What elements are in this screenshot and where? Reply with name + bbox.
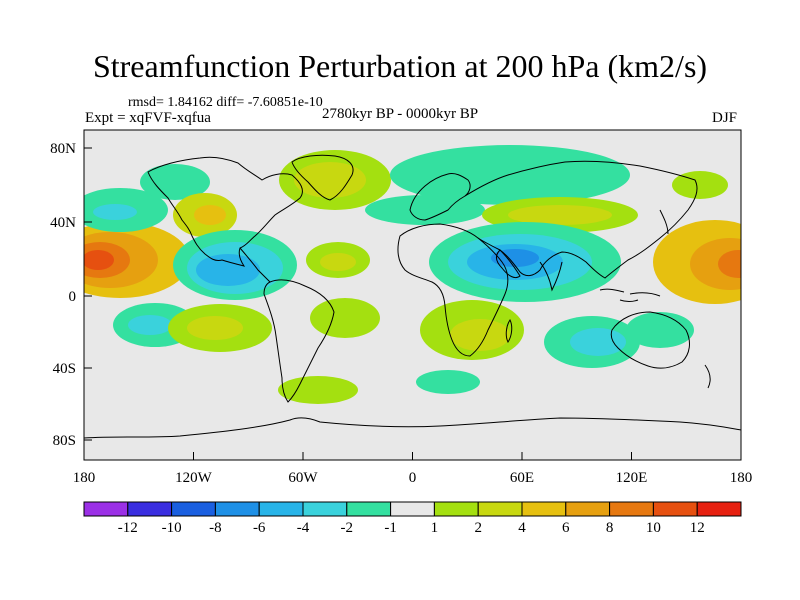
- colorbar-label: -8: [209, 520, 222, 536]
- experiment-label: Expt = xqFVF-xqfua: [85, 110, 211, 126]
- colorbar-label: 1: [431, 520, 439, 536]
- coastline-madagascar: [505, 319, 513, 343]
- lon-tick-label: 120E: [616, 470, 648, 486]
- contour-patch: [626, 312, 694, 348]
- contour-patch: [416, 370, 480, 394]
- lon-tick-label: 0: [409, 470, 417, 486]
- colorbar-label: 4: [518, 520, 526, 536]
- lat-tick-label: 0: [69, 289, 77, 305]
- colorbar-label: 10: [646, 520, 661, 536]
- colorbar-swatch: [390, 501, 435, 517]
- coastline-antarctica: [84, 417, 741, 439]
- contour-patch: [570, 328, 626, 356]
- coastline-asia: [464, 160, 698, 279]
- contour-patch: [390, 145, 630, 205]
- colorbar-swatch: [565, 501, 611, 517]
- contour-patch: [690, 238, 741, 290]
- contour-patch: [128, 315, 172, 335]
- colorbar-swatch: [171, 501, 216, 517]
- colorbar-label: -2: [341, 520, 354, 536]
- period-label: 2780kyr BP - 0000kyr BP: [322, 106, 479, 122]
- coastline-africa: [397, 223, 509, 357]
- colorbar-swatch: [696, 501, 742, 517]
- colorbar-label: -10: [162, 520, 182, 536]
- coastline-japan: [659, 209, 669, 235]
- contour-patch: [508, 205, 612, 225]
- lon-tick-label: 180: [73, 470, 96, 486]
- season-label: DJF: [712, 110, 738, 126]
- coastline-central-america: [239, 247, 271, 283]
- lon-tick-label: 60E: [510, 470, 534, 486]
- contour-patch: [294, 162, 366, 198]
- colorbar-swatch: [302, 501, 348, 517]
- colorbar-swatch: [214, 501, 260, 517]
- plot-title: Streamfunction Perturbation at 200 hPa (…: [92, 48, 708, 84]
- coastline-new-zealand: [704, 364, 711, 389]
- contour-patch: [194, 205, 226, 225]
- contour-patch: [310, 298, 380, 338]
- contour-patch: [450, 319, 510, 351]
- coastline-arabia: [495, 249, 521, 279]
- colorbar-swatch: [609, 501, 654, 517]
- coastline-india: [539, 261, 563, 292]
- colorbar-label: 2: [474, 520, 482, 536]
- lat-tick-label: 80S: [53, 433, 76, 449]
- contour-patch: [196, 254, 260, 286]
- lon-tick-label: 120W: [175, 470, 213, 486]
- contour-patch: [672, 171, 728, 199]
- longitude-axis: 180 120W 60W 0 60E 120E 180: [73, 452, 753, 486]
- contour-patch: [84, 250, 114, 270]
- colorbar-label: 8: [606, 520, 614, 536]
- contour-patch: [140, 164, 210, 200]
- lat-tick-label: 40S: [53, 361, 76, 377]
- colorbar-label: -4: [297, 520, 310, 536]
- colorbar-label: 6: [562, 520, 570, 536]
- colorbar-label: -6: [253, 520, 266, 536]
- lat-tick-label: 80N: [50, 141, 76, 157]
- contour-patch: [93, 204, 137, 220]
- coastline-south-america: [263, 279, 335, 403]
- coastlines: [84, 154, 741, 439]
- map-plot-area: [84, 130, 741, 460]
- colorbar-swatch: [83, 501, 129, 517]
- colorbar: -12 -10 -8 -6 -4 -2 -1 1 2 4 6 8 10 12: [83, 501, 742, 536]
- lon-tick-label: 60W: [288, 470, 318, 486]
- colorbar-swatch: [258, 501, 304, 517]
- coastline-north-america: [147, 156, 303, 267]
- colorbar-label: -1: [384, 520, 397, 536]
- colorbar-label: 12: [690, 520, 705, 536]
- colorbar-swatch: [127, 501, 173, 517]
- contour-patch: [187, 316, 243, 340]
- colorbar-swatch: [477, 501, 523, 517]
- contour-fields: [84, 145, 741, 404]
- coastline-australia: [610, 311, 690, 369]
- contour-patch: [718, 250, 741, 278]
- coastline-greenland: [291, 154, 354, 201]
- lon-tick-label: 180: [730, 470, 753, 486]
- stats-label: rmsd= 1.84162 diff= -7.60851e-10: [128, 95, 323, 110]
- contour-patch: [278, 376, 358, 404]
- lat-tick-label: 40N: [50, 215, 76, 231]
- colorbar-swatch: [652, 501, 698, 517]
- colorbar-swatch: [346, 501, 392, 517]
- coastline-europe: [409, 173, 471, 221]
- latitude-axis: 80N 40N 0 40S 80S: [50, 141, 92, 449]
- colorbar-swatch: [433, 501, 479, 517]
- coastline-indonesia: [599, 288, 661, 302]
- colorbar-label: -12: [118, 520, 138, 536]
- contour-patch: [320, 253, 356, 271]
- colorbar-swatch: [521, 501, 567, 517]
